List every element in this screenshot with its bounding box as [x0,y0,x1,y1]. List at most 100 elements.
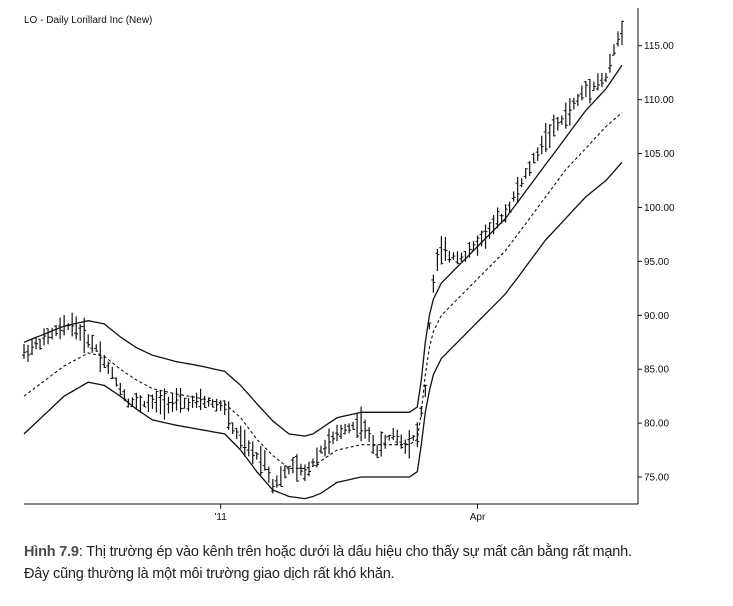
y-tick-label: 90.00 [644,311,669,322]
ohlc-bar [254,452,259,460]
ohlc-bar [146,394,151,412]
ohlc-bar [282,465,287,479]
ohlc-bar [150,394,155,409]
ohlc-bar [242,429,247,457]
ohlc-bar [611,44,616,56]
ohlc-bar [527,160,532,176]
ohlc-bar [387,434,392,441]
ohlc-bar [46,328,51,345]
ohlc-bar [42,328,47,346]
ohlc-bar [479,230,484,247]
ohlc-bar [599,72,604,88]
ohlc-bar [579,85,584,101]
ohlc-bar [563,102,568,129]
x-tick-label: Apr [470,512,486,523]
ohlc-bar [451,252,456,260]
ohlc-bar [230,422,235,434]
ohlc-bar [407,430,412,459]
ohlc-bar [238,425,243,449]
ohlc-bar [166,396,171,414]
ohlc-bar [130,397,135,408]
ohlc-bar [335,424,340,442]
ohlc-bar [523,168,528,179]
ohlc-bar [234,427,239,440]
ohlc-bar [298,463,303,476]
caption-line-2: Đây cũng thường là một môi trường giao d… [24,566,395,582]
ohlc-bar [339,424,344,440]
x-tick-label: '11 [215,512,228,523]
ohlc-bar [274,475,279,488]
ohlc-bar [323,439,328,457]
lower-band-line [23,161,623,500]
ohlc-bar [487,222,492,239]
ohlc-bar [66,322,71,331]
ohlc-bar [246,440,251,457]
ohlc-bar [591,81,596,92]
ohlc-bar [391,428,396,440]
ohlc-bar [134,392,139,410]
ohlc-bar [331,431,336,445]
axis-ticks: 75.00 80.00 85.00 90.00 95.00 100.00 105.00 110… [215,41,676,523]
ohlc-bar [507,201,512,213]
ohlc-bar [262,450,267,471]
ohlc-bar [503,204,508,223]
ohlc-bar [142,400,147,408]
y-tick-label: 80.00 [644,419,669,430]
ohlc-bar [270,478,275,494]
ohlc-bar [367,427,372,443]
ohlc-bar [26,344,31,362]
y-tick-label: 95.00 [644,257,669,268]
ohlc-bar [170,393,175,412]
ohlc-bar [62,315,67,336]
ohlc-bar [74,316,79,340]
ohlc-bar [399,434,404,449]
ohlc-bar [459,252,464,262]
ohlc-bar [447,250,452,263]
ohlc-bar [363,419,368,439]
ohlc-bar [511,191,516,202]
upper-band-line [23,64,623,437]
ohlc-bar [266,466,271,483]
ohlc-bar [138,395,143,413]
ohlc-bar [158,390,163,415]
ohlc-bar [559,115,564,125]
ohlc-bar [415,422,420,448]
ohlc-bar [194,392,199,408]
ohlc-bar [94,344,99,352]
ohlc-bar [355,413,360,438]
figure-label: Hình 7.9 [24,544,79,560]
y-tick-label: 85.00 [644,365,669,376]
ohlc-bar [411,434,416,441]
ohlc-bar [22,344,26,359]
ohlc-bar [174,388,179,411]
price-bars [22,20,624,494]
ohlc-bar [118,382,123,396]
caption-line-1: Hình 7.9: Thị trường ép vào kênh trên ho… [24,541,714,563]
ohlc-bar [90,334,95,353]
channel-bands [23,64,623,500]
y-tick-label: 100.00 [644,203,675,214]
ohlc-bar [50,327,55,340]
ohlc-bar [403,439,408,454]
ohlc-bar [571,97,576,110]
ohlc-bar [375,445,380,459]
ohlc-bar [371,435,376,454]
ohlc-bar [347,423,352,434]
ohlc-bar [455,251,460,265]
ohlc-bar [314,447,319,468]
ohlc-bar [178,387,183,413]
ohlc-bar [78,324,83,341]
ohlc-bar [82,317,87,354]
ohlc-bar [535,147,540,161]
figure-caption: Hình 7.9: Thị trường ép vào kênh trên ho… [24,541,714,585]
ohlc-bar [383,434,388,449]
ohlc-bar [435,249,440,272]
ohlc-bar [218,400,223,411]
ohlc-bar [439,236,444,265]
caption-text-1: : Thị trường ép vào kênh trên hoặc dưới … [78,544,632,560]
ohlc-bar [294,454,299,482]
ohlc-bar [302,464,307,482]
ohlc-bar [427,322,432,330]
ohlc-bar [58,317,63,340]
ohlc-bar [395,429,400,446]
